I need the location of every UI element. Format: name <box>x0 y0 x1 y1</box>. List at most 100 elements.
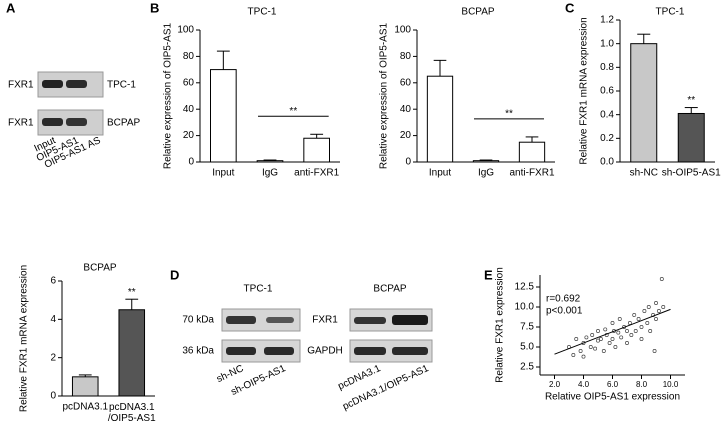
x-tick-label: 2.0 <box>549 380 561 389</box>
point <box>639 325 644 329</box>
point <box>603 327 608 332</box>
x-tick-label: 8.0 <box>636 380 648 389</box>
cell-line-label: BCPAP <box>107 118 140 129</box>
point <box>639 337 644 341</box>
y-tick-label: 2 <box>50 352 56 363</box>
point <box>645 321 650 325</box>
point <box>642 309 647 313</box>
y-tick-label: 80 <box>400 51 412 62</box>
significance-label: ** <box>687 95 695 106</box>
x-tick-label: 10.0 <box>663 380 679 389</box>
point <box>590 333 595 337</box>
x-tick-label: anti-FXR1 <box>509 168 554 179</box>
bar <box>71 376 99 397</box>
x-tick-label: IgG <box>478 168 494 179</box>
point <box>617 317 622 321</box>
y-tick-label: 80 <box>183 51 195 62</box>
point <box>625 329 629 333</box>
x-tick-label: Input <box>212 168 234 179</box>
y-axis-label: Relative FXR1 expression <box>495 267 506 383</box>
protein-label: FXR1 <box>312 315 338 326</box>
y-tick-label: 40 <box>400 104 412 115</box>
y-tick-label: 0.8 <box>600 62 614 73</box>
x-axis-label: Relative OIP5-AS1 expression <box>545 392 680 403</box>
x-tick-label: IgG <box>262 168 278 179</box>
protein-label: GAPDH <box>307 346 343 357</box>
bar <box>630 43 658 163</box>
size-label: 36 kDa <box>182 346 214 357</box>
group-title: TPC-1 <box>244 284 273 295</box>
point <box>598 337 603 341</box>
bar <box>472 160 500 163</box>
x-tick-label: pcDNA3.1 <box>62 402 108 413</box>
blot-row-label: FXR1 <box>8 80 34 91</box>
chart-title: TPC-1 <box>656 7 685 18</box>
y-axis-label: Relative expression of OIP5-AS1 <box>379 22 390 169</box>
x-tick-label: anti-FXR1 <box>294 168 339 179</box>
x-tick-label: Input <box>429 168 451 179</box>
y-tick-label: 60 <box>400 77 412 88</box>
y-tick-label: 0.0 <box>600 157 614 168</box>
chart-title: BCPAP <box>83 263 116 274</box>
point <box>625 341 629 345</box>
point <box>652 349 657 353</box>
y-tick-label: 0.6 <box>600 86 614 97</box>
x-tick-label: 6.0 <box>607 380 619 389</box>
y-tick-label: 0 <box>50 391 56 402</box>
y-axis-label: Relative expression of OIP5-AS1 <box>163 22 174 169</box>
point <box>646 305 651 309</box>
y-tick-label: 6 <box>50 276 56 287</box>
point <box>613 345 618 349</box>
point <box>607 341 612 345</box>
y-tick-label: 1.2 <box>600 15 614 26</box>
y-tick-label: 1.0 <box>600 38 614 49</box>
significance-label: ** <box>505 109 513 120</box>
point <box>633 329 638 333</box>
y-tick-label: 0.2 <box>600 133 614 144</box>
point <box>588 345 593 349</box>
y-tick-label: 10.0 <box>515 302 535 313</box>
blot-row-label: FXR1 <box>8 118 34 129</box>
bar <box>518 141 546 163</box>
significance-label: ** <box>289 106 297 117</box>
point <box>632 313 637 317</box>
y-tick-label: 7.5 <box>520 322 534 333</box>
fit-line <box>554 308 671 355</box>
y-tick-label: 4 <box>50 314 56 325</box>
y-tick-label: 12.5 <box>515 282 535 293</box>
bar <box>426 75 454 163</box>
panel-label: B <box>150 0 159 15</box>
y-tick-label: 0 <box>405 157 411 168</box>
point <box>619 335 624 340</box>
chart-title: TPC-1 <box>248 7 277 18</box>
y-axis-label: Relative FXR1 mRNA expression <box>579 17 590 164</box>
x-tick-label: 4.0 <box>578 380 590 389</box>
group-title: BCPAP <box>373 284 406 295</box>
point <box>581 341 586 345</box>
y-tick-label: 40 <box>183 104 195 115</box>
y-tick-label: 0 <box>188 157 194 168</box>
point <box>593 346 598 351</box>
point <box>596 338 600 343</box>
panel-label: C <box>565 0 575 15</box>
point <box>581 354 586 359</box>
y-tick-label: 0.4 <box>600 109 614 120</box>
point <box>656 309 661 313</box>
bar <box>118 309 146 397</box>
bar <box>210 69 237 163</box>
point <box>601 349 606 353</box>
point <box>584 335 589 340</box>
panel-label: E <box>484 267 493 282</box>
x-tick-label: pcDNA3.1/OIP5-AS1 <box>108 402 156 422</box>
y-axis-label: Relative FXR1 mRNA expression <box>19 265 30 412</box>
y-tick-label: 20 <box>400 130 412 141</box>
bar <box>677 112 705 163</box>
point <box>648 329 653 333</box>
x-tick-label: sh-OIP5-AS1 <box>662 168 721 179</box>
panel-label: D <box>170 267 179 282</box>
bar <box>303 137 331 163</box>
point <box>578 349 583 353</box>
blot-d <box>221 308 433 363</box>
significance-label: ** <box>128 287 136 298</box>
